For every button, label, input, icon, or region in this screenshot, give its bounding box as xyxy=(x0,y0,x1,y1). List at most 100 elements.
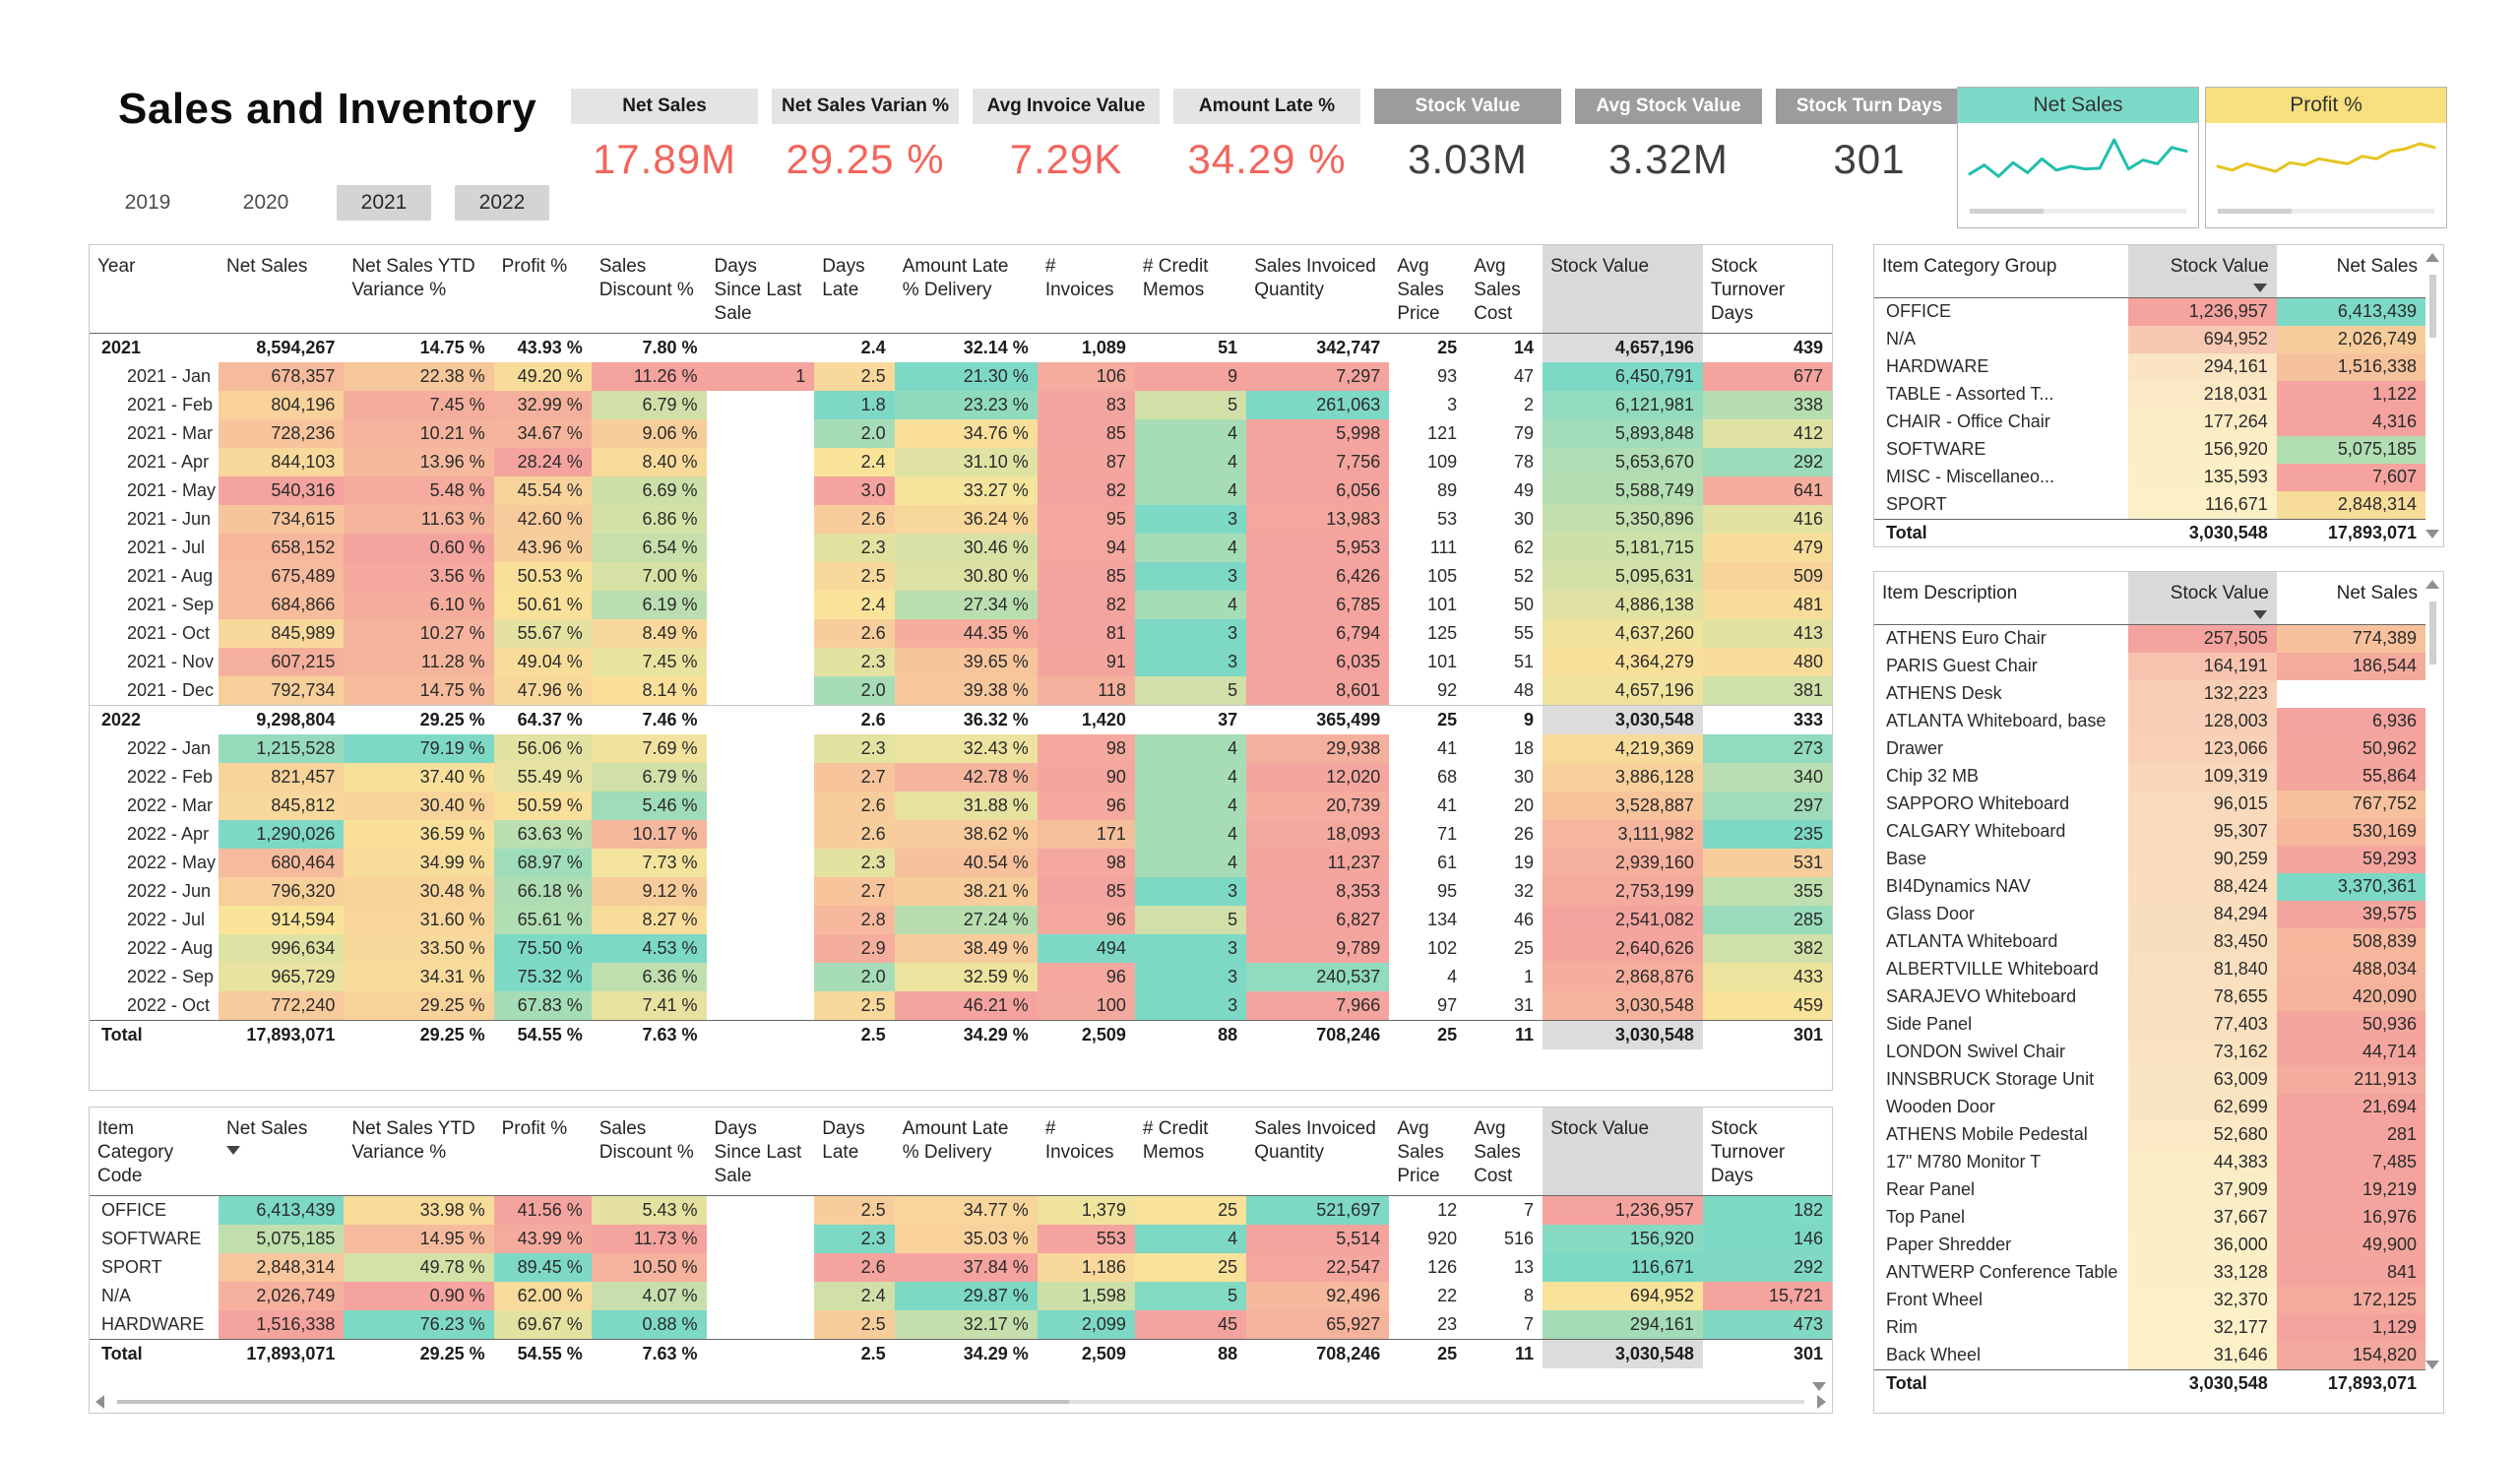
vertical-scrollbar[interactable] xyxy=(2426,580,2440,1369)
table-row[interactable]: OFFICE 1,236,957 6,413,439 xyxy=(1874,297,2426,326)
table-row[interactable]: INNSBRUCK Storage Unit 63,009 211,913 xyxy=(1874,1065,2426,1094)
table-row[interactable]: 2022 - Oct 772,240 29.25 % 67.83 % 7.41 % 2.5… xyxy=(90,991,1832,1021)
column-header[interactable]: Item Description xyxy=(1874,572,2128,625)
column-header[interactable]: # Invoices xyxy=(1037,1108,1135,1196)
table-row[interactable]: 2022 9,298,804 29.25 % 64.37 % 7.46 % 2.6 36.3… xyxy=(90,705,1832,734)
table-row[interactable]: Drawer 123,066 50,962 xyxy=(1874,734,2426,763)
column-header[interactable]: Stock Turnover Days xyxy=(1702,1108,1832,1196)
column-header[interactable]: Net Sales xyxy=(218,1108,345,1196)
column-header[interactable]: Item Category Group xyxy=(1874,245,2128,298)
table-row[interactable]: CALGARY Whiteboard 95,307 530,169 xyxy=(1874,817,2426,846)
table-row[interactable]: 2021 - Jul 658,152 0.60 % 43.96 % 6.54 % 2.3 3… xyxy=(90,534,1832,562)
table-row[interactable]: SOFTWARE 156,920 5,075,185 xyxy=(1874,435,2426,464)
table-row[interactable]: Side Panel 77,403 50,936 xyxy=(1874,1010,2426,1039)
table-row[interactable]: PARIS Guest Chair 164,191 186,544 xyxy=(1874,652,2426,680)
column-header[interactable]: Avg Sales Cost xyxy=(1466,245,1544,334)
column-header[interactable]: Amount Late % Delivery xyxy=(894,1108,1038,1196)
table-row[interactable]: 2022 - May 680,464 34.99 % 68.97 % 7.73 % 2.3… xyxy=(90,849,1832,877)
column-header[interactable]: Days Since Last Sale xyxy=(706,1108,815,1196)
horizontal-scrollbar[interactable] xyxy=(95,1395,1826,1409)
column-header[interactable]: Sales Invoiced Quantity xyxy=(1246,245,1390,334)
column-header[interactable]: Sales Discount % xyxy=(591,245,707,334)
column-header[interactable]: Stock Turnover Days xyxy=(1702,245,1832,334)
scroll-up-icon[interactable] xyxy=(2426,253,2439,262)
sparkline-scrollbar[interactable] xyxy=(1970,209,2186,214)
table-row[interactable]: 2021 - Nov 607,215 11.28 % 49.04 % 7.45 % 2.3… xyxy=(90,648,1832,676)
table-row[interactable]: ATLANTA Whiteboard, base 128,003 6,936 xyxy=(1874,707,2426,735)
table-row[interactable]: 2022 - Aug 996,634 33.50 % 75.50 % 4.53 % 2.9… xyxy=(90,934,1832,963)
column-header[interactable]: Stock Value xyxy=(2127,572,2277,625)
scroll-right-icon[interactable] xyxy=(1817,1395,1826,1409)
column-header[interactable]: Amount Late % Delivery xyxy=(894,245,1038,334)
table-row[interactable]: SOFTWARE 5,075,185 14.95 % 43.99 % 11.73 % 2.… xyxy=(90,1225,1832,1253)
table-row[interactable]: 2021 - Jun 734,615 11.63 % 42.60 % 6.86 % 2.6… xyxy=(90,505,1832,534)
table-row[interactable]: ATHENS Mobile Pedestal 52,680 281 xyxy=(1874,1120,2426,1149)
column-header[interactable]: Avg Sales Price xyxy=(1389,1108,1467,1196)
column-header[interactable]: Net Sales YTD Variance % xyxy=(344,1108,494,1196)
column-header[interactable]: Days Since Last Sale xyxy=(706,245,815,334)
scroll-down-icon[interactable] xyxy=(2426,530,2439,538)
scroll-up-icon[interactable] xyxy=(2426,580,2439,589)
table-row[interactable]: Rim 32,177 1,129 xyxy=(1874,1313,2426,1342)
table-row[interactable]: HARDWARE 1,516,338 76.23 % 69.67 % 0.88 % 2.5… xyxy=(90,1310,1832,1340)
sparkline-scrollbar[interactable] xyxy=(2218,209,2434,214)
table-row[interactable]: 2022 - Feb 821,457 37.40 % 55.49 % 6.79 % 2.7… xyxy=(90,763,1832,792)
table-row[interactable]: ATHENS Desk 132,223 xyxy=(1874,679,2426,708)
table-row[interactable]: LONDON Swivel Chair 73,162 44,714 xyxy=(1874,1038,2426,1066)
scroll-down-icon[interactable] xyxy=(1812,1382,1826,1391)
table-row[interactable]: Wooden Door 62,699 21,694 xyxy=(1874,1093,2426,1121)
column-header[interactable]: Net Sales xyxy=(2276,245,2426,298)
column-header[interactable]: Days Late xyxy=(814,1108,895,1196)
column-header[interactable]: Profit % xyxy=(493,1108,592,1196)
table-row[interactable]: 2022 - Sep 965,729 34.31 % 75.32 % 6.36 % 2.0… xyxy=(90,963,1832,991)
column-header[interactable]: Avg Sales Price xyxy=(1389,245,1467,334)
scrollbar-thumb[interactable] xyxy=(117,1400,1069,1404)
table-row[interactable]: 2022 - Jun 796,320 30.48 % 66.18 % 9.12 % 2.7… xyxy=(90,877,1832,906)
table-row[interactable]: ATLANTA Whiteboard 83,450 508,839 xyxy=(1874,927,2426,956)
column-header[interactable]: Stock Value xyxy=(2127,245,2277,298)
column-header[interactable]: Sales Invoiced Quantity xyxy=(1246,1108,1390,1196)
table-row[interactable]: 2022 - Jul 914,594 31.60 % 65.61 % 8.27 % 2.8… xyxy=(90,906,1832,934)
column-header[interactable]: Days Late xyxy=(814,245,895,334)
table-row[interactable]: Back Wheel 31,646 154,820 xyxy=(1874,1341,2426,1370)
table-row[interactable]: 2021 - Dec 792,734 14.75 % 47.96 % 8.14 % 2.0… xyxy=(90,676,1832,706)
table-row[interactable]: CHAIR - Office Chair 177,264 4,316 xyxy=(1874,408,2426,436)
column-header[interactable]: Avg Sales Cost xyxy=(1466,1108,1544,1196)
table-row[interactable]: BI4Dynamics NAV 88,424 3,370,361 xyxy=(1874,872,2426,901)
year-2022-button[interactable]: 2022 xyxy=(455,185,549,221)
year-2019-button[interactable]: 2019 xyxy=(124,191,171,214)
table-row[interactable]: TABLE - Assorted T... 218,031 1,122 xyxy=(1874,380,2426,409)
table-row[interactable]: Glass Door 84,294 39,575 xyxy=(1874,900,2426,928)
table-row[interactable]: ATHENS Euro Chair 257,505 774,389 xyxy=(1874,624,2426,653)
table-row[interactable]: 2021 - Apr 844,103 13.96 % 28.24 % 8.40 % 2.4… xyxy=(90,448,1832,476)
column-header[interactable]: Stock Value xyxy=(1543,1108,1703,1196)
table-row[interactable]: 2022 - Mar 845,812 30.40 % 50.59 % 5.46 % 2.6… xyxy=(90,792,1832,820)
table-row[interactable]: MISC - Miscellaneo... 135,593 7,607 xyxy=(1874,463,2426,491)
column-header[interactable]: # Credit Memos xyxy=(1134,1108,1247,1196)
table-row[interactable]: 2021 - Aug 675,489 3.56 % 50.53 % 7.00 % 2.5 3… xyxy=(90,562,1832,591)
table-row[interactable]: 2021 - Feb 804,196 7.45 % 32.99 % 6.79 % 1.8 2… xyxy=(90,391,1832,419)
scroll-left-icon[interactable] xyxy=(95,1395,104,1409)
table-row[interactable]: 2021 - Mar 728,236 10.21 % 34.67 % 9.06 % 2.0… xyxy=(90,419,1832,448)
table-row[interactable]: Paper Shredder 36,000 49,900 xyxy=(1874,1231,2426,1259)
table-row[interactable]: 2021 - Jan 678,357 22.38 % 49.20 % 11.26 % 1 2… xyxy=(90,362,1832,391)
column-header[interactable]: Net Sales xyxy=(2276,572,2426,625)
table-row[interactable]: N/A 2,026,749 0.90 % 62.00 % 4.07 % 2.4 29.87 … xyxy=(90,1282,1832,1310)
table-row[interactable]: 17" M780 Monitor T 44,383 7,485 xyxy=(1874,1148,2426,1176)
column-header[interactable]: # Credit Memos xyxy=(1134,245,1247,334)
year-2021-button[interactable]: 2021 xyxy=(337,185,431,221)
table-row[interactable]: ANTWERP Conference Table 33,128 841 xyxy=(1874,1258,2426,1287)
column-header[interactable]: Profit % xyxy=(493,245,592,334)
scrollbar-thumb[interactable] xyxy=(2429,275,2436,338)
vertical-scrollbar[interactable] xyxy=(2426,253,2440,538)
column-header[interactable]: Item Category Code xyxy=(90,1108,219,1196)
year-2020-button[interactable]: 2020 xyxy=(242,191,289,214)
table-row[interactable]: 2021 - May 540,316 5.48 % 45.54 % 6.69 % 3.0 3… xyxy=(90,476,1832,505)
table-row[interactable]: SPORT 116,671 2,848,314 xyxy=(1874,490,2426,520)
table-row[interactable]: 2021 - Oct 845,989 10.27 % 55.67 % 8.49 % 2.6… xyxy=(90,619,1832,648)
table-row[interactable]: ALBERTVILLE Whiteboard 81,840 488,034 xyxy=(1874,955,2426,983)
table-row[interactable]: SAPPORO Whiteboard 96,015 767,752 xyxy=(1874,790,2426,818)
scrollbar-thumb[interactable] xyxy=(2429,602,2436,665)
table-row[interactable]: Top Panel 37,667 16,976 xyxy=(1874,1203,2426,1232)
table-row[interactable]: N/A 694,952 2,026,749 xyxy=(1874,325,2426,353)
